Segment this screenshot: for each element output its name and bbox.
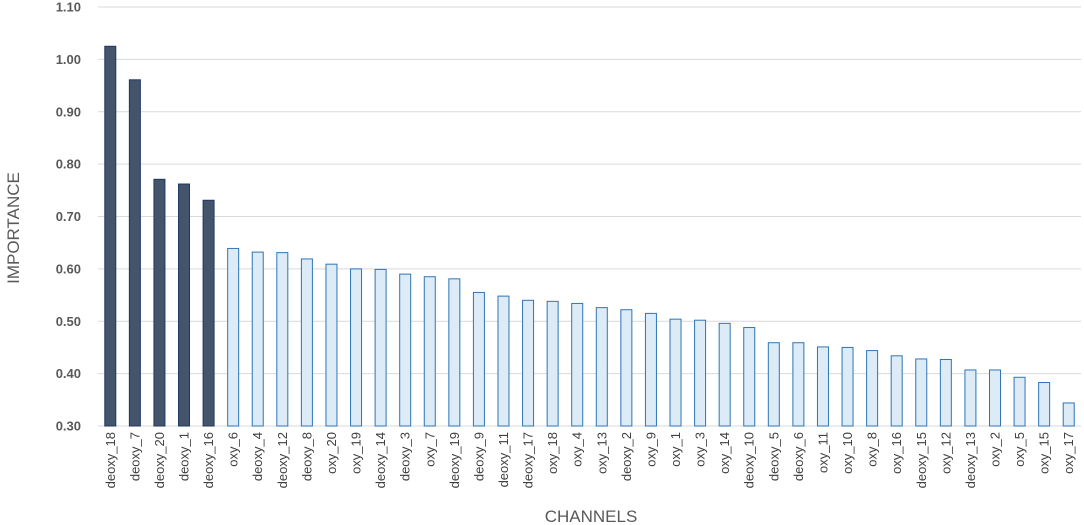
bar-oxy_12 [939,358,952,427]
bar-deoxy_20 [153,178,166,427]
bar-deoxy_5 [767,342,780,427]
y-tick-label: 0.50 [56,314,81,329]
bar-oxy_11 [816,346,829,427]
x-tick-label: deoxy_16 [201,432,216,488]
x-tick-label: oxy_2 [987,432,1002,467]
bar-deoxy_17 [522,299,535,427]
x-tick-label: deoxy_1 [177,432,192,481]
bar-deoxy_11 [497,295,510,427]
x-tick-label: deoxy_14 [373,432,388,488]
x-tick-label: oxy_13 [594,432,609,474]
bar-oxy_2 [988,369,1001,427]
bar-deoxy_8 [300,258,313,427]
bar-oxy_8 [866,350,879,427]
bar-oxy_20 [325,263,338,427]
bar-deoxy_14 [374,268,387,427]
bar-oxy_13 [595,307,608,427]
y-tick-label: 0.30 [56,419,81,434]
bar-oxy_7 [423,276,436,427]
y-tick-label: 0.90 [56,104,81,119]
gridlines [98,6,1081,427]
bar-deoxy_2 [620,309,633,427]
x-tick-label: deoxy_8 [299,432,314,481]
x-tick-label: oxy_12 [938,432,953,474]
x-tick-label: oxy_19 [349,432,364,474]
x-tick-label: oxy_6 [226,432,241,467]
bar-deoxy_1 [178,183,191,427]
x-tick-label: oxy_4 [570,432,585,467]
bar-deoxy_7 [128,79,141,427]
x-tick-label: deoxy_5 [766,432,781,481]
bar-oxy_16 [890,355,903,427]
bar-oxy_19 [350,268,363,427]
x-tick-label: oxy_15 [1037,432,1052,474]
x-tick-label: oxy_5 [1012,432,1027,467]
x-tick-label: oxy_8 [865,432,880,467]
bar-deoxy_12 [276,252,289,427]
x-tick-label: oxy_10 [840,432,855,474]
x-tick-label: oxy_16 [889,432,904,474]
bar-oxy_18 [546,300,559,427]
x-tick-label: deoxy_10 [742,432,757,488]
x-tick-label: deoxy_2 [619,432,634,481]
x-tick-label: deoxy_13 [963,432,978,488]
bar-oxy_15 [1038,382,1051,427]
x-tick-label: deoxy_6 [791,432,806,481]
x-tick-label: deoxy_9 [471,432,486,481]
bar-oxy_1 [669,318,682,427]
y-axis-title: IMPORTANCE [4,172,23,284]
bar-deoxy_13 [964,369,977,427]
bar-oxy_4 [571,302,584,427]
bar-oxy_17 [1062,402,1075,427]
bar-oxy_5 [1013,376,1026,427]
y-tick-label: 1.00 [56,52,81,67]
x-tick-label: oxy_3 [693,432,708,467]
bar-deoxy_6 [792,342,805,427]
bar-oxy_10 [841,346,854,427]
x-tick-label: oxy_18 [545,432,560,474]
x-tick-label: deoxy_7 [127,432,142,481]
x-tick-label: oxy_20 [324,432,339,474]
x-axis-title: CHANNELS [545,507,638,525]
bar-deoxy_18 [104,45,117,427]
x-tick-label: deoxy_15 [914,432,929,488]
x-tick-label: deoxy_18 [103,432,118,488]
x-tick-label: deoxy_20 [152,432,167,488]
y-tick-label: 0.70 [56,209,81,224]
x-tick-label: oxy_1 [668,432,683,467]
x-tick-label: deoxy_17 [521,432,536,488]
bar-oxy_3 [694,319,707,427]
x-tick-label: oxy_17 [1061,432,1076,474]
x-axis-ticks: deoxy_18 deoxy_7 deoxy_20 deoxy_1 deoxy_16 ox… [103,432,1076,488]
x-tick-label: oxy_7 [422,432,437,467]
x-tick-label: deoxy_12 [275,432,290,488]
x-tick-label: oxy_14 [717,432,732,474]
bar-deoxy_10 [743,327,756,427]
bar-deoxy_9 [472,291,485,427]
bar-oxy_6 [227,247,240,427]
bar-deoxy_19 [448,278,461,427]
y-tick-label: 0.40 [56,366,81,381]
x-tick-label: deoxy_11 [496,432,511,487]
x-tick-label: deoxy_19 [447,432,462,488]
y-axis-ticks: 0.30 0.40 0.50 0.60 0.70 0.80 0.90 1.00 1.10 [56,0,81,434]
x-tick-label: oxy_11 [815,432,830,473]
y-tick-label: 0.80 [56,157,81,172]
x-tick-label: deoxy_4 [250,432,265,481]
x-tick-label: oxy_9 [643,432,658,467]
bar-oxy_9 [644,312,657,427]
x-tick-label: deoxy_3 [398,432,413,481]
bar-oxy_14 [718,322,731,427]
y-tick-label: 1.10 [56,0,81,15]
bar-deoxy_15 [915,358,928,427]
bar-deoxy_16 [202,199,215,427]
y-tick-label: 0.60 [56,261,81,276]
bar-deoxy_4 [251,251,264,427]
bar-deoxy_3 [399,273,412,427]
bars [104,45,1075,427]
